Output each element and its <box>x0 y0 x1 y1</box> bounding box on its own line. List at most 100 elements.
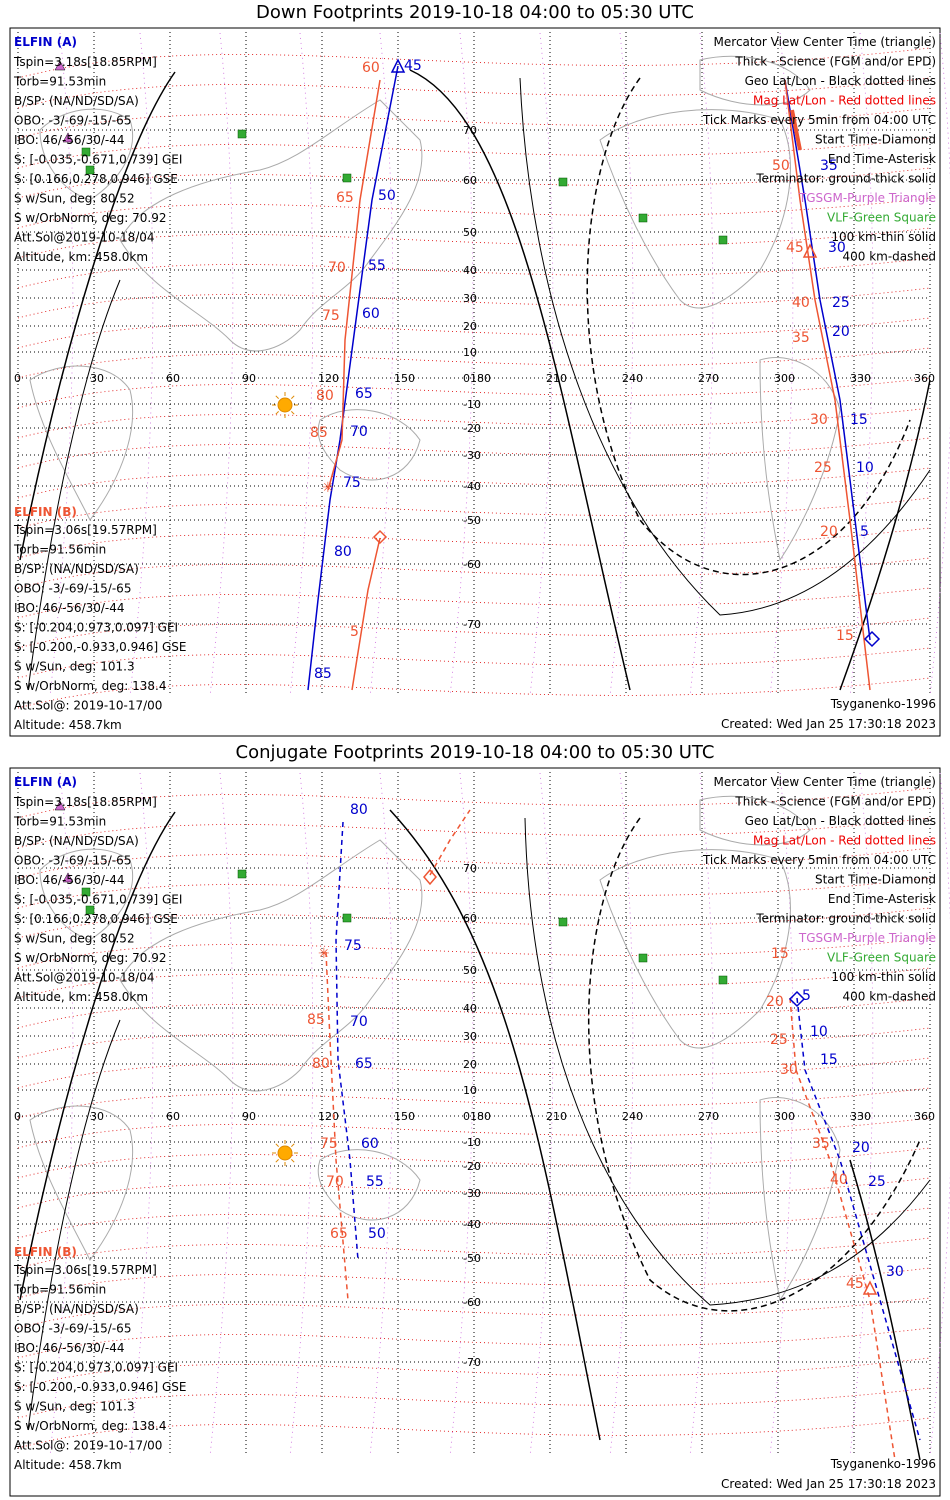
lon-tick-label: 30 <box>90 1110 104 1123</box>
lon-tick-label: 150 <box>394 1110 415 1123</box>
lat-tick-label: 60 <box>463 174 477 187</box>
lat-tick-label: 10 <box>463 1084 477 1097</box>
mag-parallel <box>17 1237 931 1269</box>
elfin-b-tick-label: 80 <box>312 1056 330 1072</box>
elfin-a-tick-label: 35 <box>820 158 838 174</box>
lat-tick-label: -60 <box>463 1296 481 1309</box>
lat-tick-label: -50 <box>463 514 481 527</box>
lon-tick-label: 90 <box>242 372 256 385</box>
elfin-a-heading: ELFIN (A) <box>14 775 77 789</box>
lon-tick-label: 180 <box>470 372 491 385</box>
elfin-b-tick-label: 75 <box>322 308 340 324</box>
elfin-a-info-line: Att.Sol@2019-10-18/04 <box>14 971 155 985</box>
lat-tick-label: 60 <box>463 912 477 925</box>
lon-tick-label: 90 <box>242 1110 256 1123</box>
elfin-a-tick-label: 55 <box>366 1174 384 1190</box>
mag-parallel <box>17 877 931 909</box>
lat-tick-label: -40 <box>463 1218 481 1231</box>
legend-entry: 400 km-dashed <box>842 250 936 264</box>
mag-parallel <box>17 557 931 589</box>
conjugate-footprints-panel: Conjugate Footprints 2019-10-18 04:00 to… <box>0 740 950 1500</box>
elfin-b-tick-label: 45 <box>786 240 804 256</box>
lat-tick-label: 20 <box>463 1058 477 1071</box>
mag-meridian <box>289 32 314 697</box>
elfin-a-info-line: S w/Sun, deg: 80.52 <box>14 932 135 946</box>
mag-parallel <box>17 377 931 409</box>
elfin-b-info-line: OBO: -3/-69/-15/-65 <box>14 1322 131 1336</box>
elfin-b-info-line: S w/Sun, deg: 101.3 <box>14 660 135 674</box>
elfin-a-tick-label: 70 <box>350 424 368 440</box>
elfin-b-tick-label: 70 <box>328 260 346 276</box>
mag-meridian <box>609 32 634 697</box>
vlf-station-square <box>558 917 568 927</box>
terminator-ground <box>389 809 601 1441</box>
sun-ray <box>275 411 279 415</box>
lat-tick-label: -50 <box>463 1252 481 1265</box>
elfin-a-tick-label: 75 <box>343 475 361 491</box>
panel-title: Conjugate Footprints 2019-10-18 04:00 to… <box>235 742 715 763</box>
elfin-a-tick-label: 30 <box>828 240 846 256</box>
mag-parallel <box>17 197 931 229</box>
mag-parallel <box>17 317 931 349</box>
legend-entry: Terminator: ground-thick solid <box>755 912 936 926</box>
tgsgm-triangle <box>62 132 74 143</box>
continent-outline <box>599 849 791 1049</box>
vlf-station-square <box>638 213 648 223</box>
lat-tick-label: -70 <box>463 1356 481 1369</box>
mag-parallel <box>17 467 931 499</box>
mag-meridian <box>449 772 474 1457</box>
lat-tick-label: 20 <box>463 320 477 333</box>
mag-parallel <box>17 497 931 529</box>
vlf-station-square <box>558 177 568 187</box>
elfin-a-info-line: Altitude, km: 458.0km <box>14 250 148 264</box>
lon-tick-label: 360 <box>914 372 935 385</box>
elfin-b-tick-label: 85 <box>307 1012 325 1028</box>
sun-ray <box>291 411 295 415</box>
elfin-b-info-line: Tspin=3.06s[19.57RPM] <box>13 523 157 537</box>
terminator-ground <box>849 1159 921 1461</box>
lon-tick-label: 60 <box>166 1110 180 1123</box>
lat-tick-label: 50 <box>463 226 477 239</box>
mag-parallel <box>17 1147 931 1179</box>
elfin-a-track <box>307 65 399 691</box>
continent-outline <box>699 795 811 846</box>
sun-ray <box>291 1159 295 1163</box>
lat-tick-label: 40 <box>463 1002 477 1015</box>
created-timestamp: Created: Wed Jan 25 17:30:18 2023 <box>721 1477 936 1491</box>
center-time-triangle <box>862 1280 878 1295</box>
elfin-a-info-line: S w/OrbNorm, deg: 70.92 <box>14 951 166 965</box>
continent-outline <box>317 1149 421 1221</box>
vlf-station-square <box>237 869 247 879</box>
lat-tick-label: 10 <box>463 346 477 359</box>
elfin-b-info-line: Att.Sol@: 2019-10-17/00 <box>14 1439 162 1453</box>
mag-meridian <box>129 772 154 1457</box>
elfin-a-tick-label: 10 <box>810 1024 828 1040</box>
elfin-a-info-line: Tspin=3.18s[18.85RPM] <box>13 795 157 809</box>
elfin-a-tick-label: 15 <box>820 1052 838 1068</box>
terminator-100km <box>27 1019 121 1431</box>
mag-parallel <box>17 647 931 679</box>
mag-meridian <box>929 772 950 1457</box>
vlf-station-square <box>342 913 352 923</box>
terminator-400km <box>586 77 911 576</box>
elfin-a-tick-label: 60 <box>362 306 380 322</box>
elfin-a-tick-label: 20 <box>852 1140 870 1156</box>
elfin-b-tick-label: 15 <box>771 946 789 962</box>
elfin-b-tick-label: 85 <box>310 425 328 441</box>
elfin-a-info-line: S: [0.166,0.278,0.946] GSE <box>14 912 178 926</box>
lat-tick-label: 50 <box>463 964 477 977</box>
vlf-station-square <box>342 173 352 183</box>
lon-tick-label: 30 <box>90 372 104 385</box>
terminator-ground <box>19 811 176 1301</box>
lon-tick-label: 210 <box>546 372 567 385</box>
conjugate-footprints-map: 0 30 60 90 120 150 180 210 240 270 300 330 360706050… <box>9 767 950 1497</box>
mag-meridian <box>929 32 950 697</box>
continent-outline <box>29 365 134 521</box>
elfin-b-track <box>789 997 896 1461</box>
continent-outline <box>699 55 811 106</box>
elfin-b-info-line: Att.Sol@: 2019-10-17/00 <box>14 699 162 713</box>
legend-entry: Tick Marks every 5min from 04:00 UTC <box>702 853 936 867</box>
elfin-a-tick-label: 20 <box>832 324 850 340</box>
lon-tick-label: 270 <box>698 372 719 385</box>
elfin-b-info-line: S: [-0.204,0.973,0.097] GEI <box>14 621 178 635</box>
